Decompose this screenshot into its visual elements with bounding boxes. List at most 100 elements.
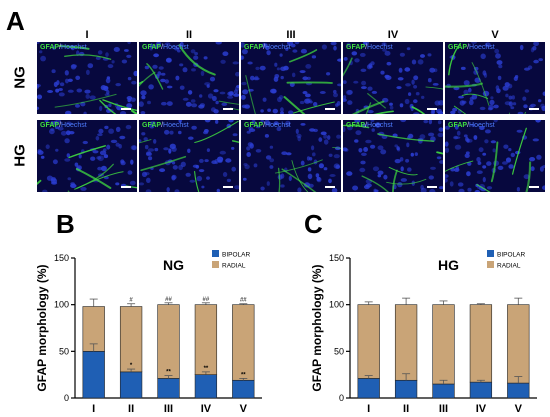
- panel-label-c: C: [304, 209, 323, 239]
- bar-radial: [357, 304, 380, 379]
- column-label: II: [185, 29, 193, 41]
- micrograph-image: [445, 42, 545, 114]
- column-label: IV: [387, 29, 399, 41]
- legend-swatch: [212, 261, 219, 268]
- bar-bipolar: [394, 379, 418, 399]
- chart-ng: 0 50 100 150 GFAP morphology (%) NG BIPOLAR RAD…: [35, 250, 262, 415]
- y-tick-label: 50: [334, 346, 344, 356]
- y-tick-label: 100: [329, 300, 344, 310]
- x-tick-label: IV: [476, 403, 487, 415]
- significance-mark: *: [130, 363, 133, 369]
- stain-label: GFAP/Hoechst: [244, 44, 291, 51]
- bar-radial: [394, 304, 418, 381]
- gfap-label: GFAP: [40, 44, 60, 51]
- scale-bar: [223, 186, 233, 188]
- scale-bar: [427, 186, 437, 188]
- panel-label-b: B: [56, 209, 75, 239]
- scale-bar: [223, 108, 233, 110]
- stain-label: GFAP/Hoechst: [142, 44, 189, 51]
- column-label: V: [491, 29, 499, 41]
- hoechst-label: Hoechst: [163, 122, 189, 129]
- gfap-label: GFAP: [244, 44, 264, 51]
- hoechst-label: Hoechst: [61, 44, 87, 51]
- gfap-label: GFAP: [40, 122, 60, 129]
- chart-title: NG: [163, 257, 184, 273]
- scale-bar: [529, 108, 539, 110]
- micrograph-tile: GFAP/Hoechst: [343, 42, 443, 114]
- stain-label: GFAP/Hoechst: [142, 122, 189, 129]
- bar-bipolar: [194, 374, 218, 399]
- bar-bipolar: [357, 378, 380, 399]
- bar-bipolar: [432, 383, 455, 399]
- bar-bipolar: [82, 351, 105, 399]
- x-tick-label: III: [164, 403, 173, 415]
- bar-radial: [119, 306, 143, 373]
- bar-bipolar: [507, 382, 530, 399]
- significance-mark: **: [241, 372, 246, 378]
- y-axis-label: GFAP morphology (%): [310, 264, 324, 391]
- hoechst-label: Hoechst: [469, 44, 495, 51]
- scale-bar: [325, 186, 335, 188]
- x-tick-label: II: [128, 403, 134, 415]
- stain-label: GFAP/Hoechst: [448, 44, 495, 51]
- micrograph-tile: GFAP/Hoechst: [139, 42, 239, 114]
- micrograph-image: [139, 42, 239, 114]
- hoechst-label: Hoechst: [265, 44, 291, 51]
- bar-bipolar: [119, 371, 143, 399]
- micrograph-image: [343, 42, 443, 114]
- row-label: NG: [11, 66, 29, 89]
- scale-bar: [529, 186, 539, 188]
- stain-separator: /: [263, 44, 266, 51]
- x-tick-label: I: [367, 403, 370, 415]
- x-tick-label: V: [515, 403, 523, 415]
- scale-bar: [325, 108, 335, 110]
- stain-separator: /: [59, 122, 62, 129]
- stain-label: GFAP/Hoechst: [448, 122, 495, 129]
- gfap-label: GFAP: [142, 44, 162, 51]
- gfap-label: GFAP: [448, 44, 468, 51]
- gfap-label: GFAP: [448, 122, 468, 129]
- x-tick-label: II: [403, 403, 409, 415]
- scale-bar: [427, 108, 437, 110]
- stain-separator: /: [467, 44, 470, 51]
- micrograph-tile: GFAP/Hoechst: [37, 120, 137, 192]
- micrograph-tile: GFAP/Hoechst: [343, 120, 443, 192]
- micrograph-tile: GFAP/Hoechst: [241, 42, 341, 114]
- bar-radial: [507, 304, 530, 384]
- bar-radial: [157, 304, 180, 379]
- significance-mark: ##: [240, 298, 247, 304]
- gfap-label: GFAP: [244, 122, 264, 129]
- legend-label: BIPOLAR: [222, 252, 250, 259]
- legend-label: BIPOLAR: [497, 252, 525, 259]
- column-label: III: [286, 29, 296, 41]
- x-tick-label: V: [240, 403, 248, 415]
- legend-label: RADIAL: [222, 263, 246, 270]
- panel-label-a: A: [6, 6, 25, 36]
- y-tick-label: 0: [339, 393, 344, 403]
- legend-label: RADIAL: [497, 263, 521, 270]
- hoechst-label: Hoechst: [265, 122, 291, 129]
- bar-radial: [432, 304, 455, 385]
- stain-label: GFAP/Hoechst: [40, 44, 87, 51]
- scale-bar: [121, 186, 131, 188]
- stain-separator: /: [161, 122, 164, 129]
- hoechst-label: Hoechst: [61, 122, 87, 129]
- micrograph-image: [139, 120, 239, 192]
- gfap-label: GFAP: [346, 44, 366, 51]
- micrograph-tile: GFAP/Hoechst: [445, 120, 545, 192]
- stain-separator: /: [365, 44, 368, 51]
- stain-label: GFAP/Hoechst: [244, 122, 291, 129]
- row-label: HG: [11, 144, 29, 167]
- y-tick-label: 0: [64, 393, 69, 403]
- significance-mark: **: [204, 366, 209, 372]
- stain-separator: /: [263, 122, 266, 129]
- stain-separator: /: [161, 44, 164, 51]
- stain-label: GFAP/Hoechst: [40, 122, 87, 129]
- micrograph-image: [37, 42, 137, 114]
- micrograph-image: [37, 120, 137, 192]
- legend-swatch: [487, 250, 494, 257]
- hoechst-label: Hoechst: [469, 122, 495, 129]
- micrograph-tile: GFAP/Hoechst: [139, 120, 239, 192]
- significance-mark: ##: [165, 297, 172, 303]
- micrograph-image: [242, 120, 341, 192]
